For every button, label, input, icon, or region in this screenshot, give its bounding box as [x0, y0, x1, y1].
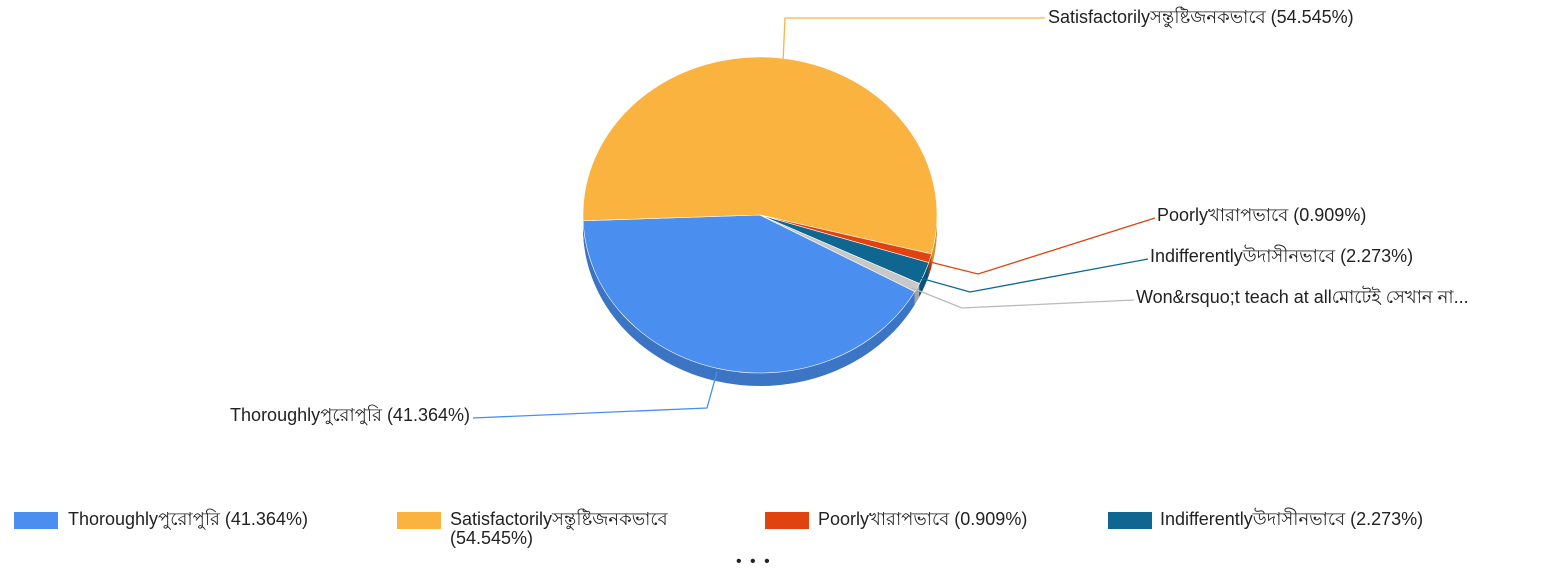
slice — [582, 214, 916, 374]
data-label: Won&rsquo;t teach at allমোটেই সেখান না..… — [1136, 286, 1469, 307]
legend-swatch — [14, 512, 58, 529]
leader-line — [782, 17, 1045, 63]
data-label: Satisfactorilyসন্তুষ্টিজনকভাবে (54.545%) — [1048, 7, 1354, 28]
legend-swatch — [397, 512, 441, 529]
leader-line — [472, 371, 718, 419]
leader-line — [929, 217, 1156, 275]
legend-swatch — [765, 512, 809, 529]
legend-swatch — [1108, 512, 1152, 529]
data-label: Poorlyখারাপভাবে (0.909%) — [1157, 205, 1366, 225]
pie-area: Thoroughlyপুরোপুরি (41.364%) Satisfactori… — [230, 7, 1469, 425]
data-label: Thoroughlyপুরোপুরি (41.364%) — [230, 405, 470, 425]
legend-label: Indifferentlyউদাসীনভাবে (2.273%) — [1160, 509, 1424, 529]
legend-label: Satisfactorilyসন্তুষ্টিজনকভাবে (54.545%) — [450, 509, 668, 548]
slice — [759, 214, 920, 292]
leader-line — [911, 287, 1135, 309]
leader-line — [919, 258, 1149, 293]
data-label: Indifferentlyউদাসীনভাবে (2.273%) — [1150, 245, 1413, 266]
legend-label: Poorlyখারাপভাবে (0.909%) — [818, 509, 1028, 529]
legend-pager[interactable]: • • • — [736, 553, 772, 570]
slice — [582, 56, 938, 255]
legend-label: Thoroughlyপুরোপুরি (41.364%) — [68, 509, 308, 529]
